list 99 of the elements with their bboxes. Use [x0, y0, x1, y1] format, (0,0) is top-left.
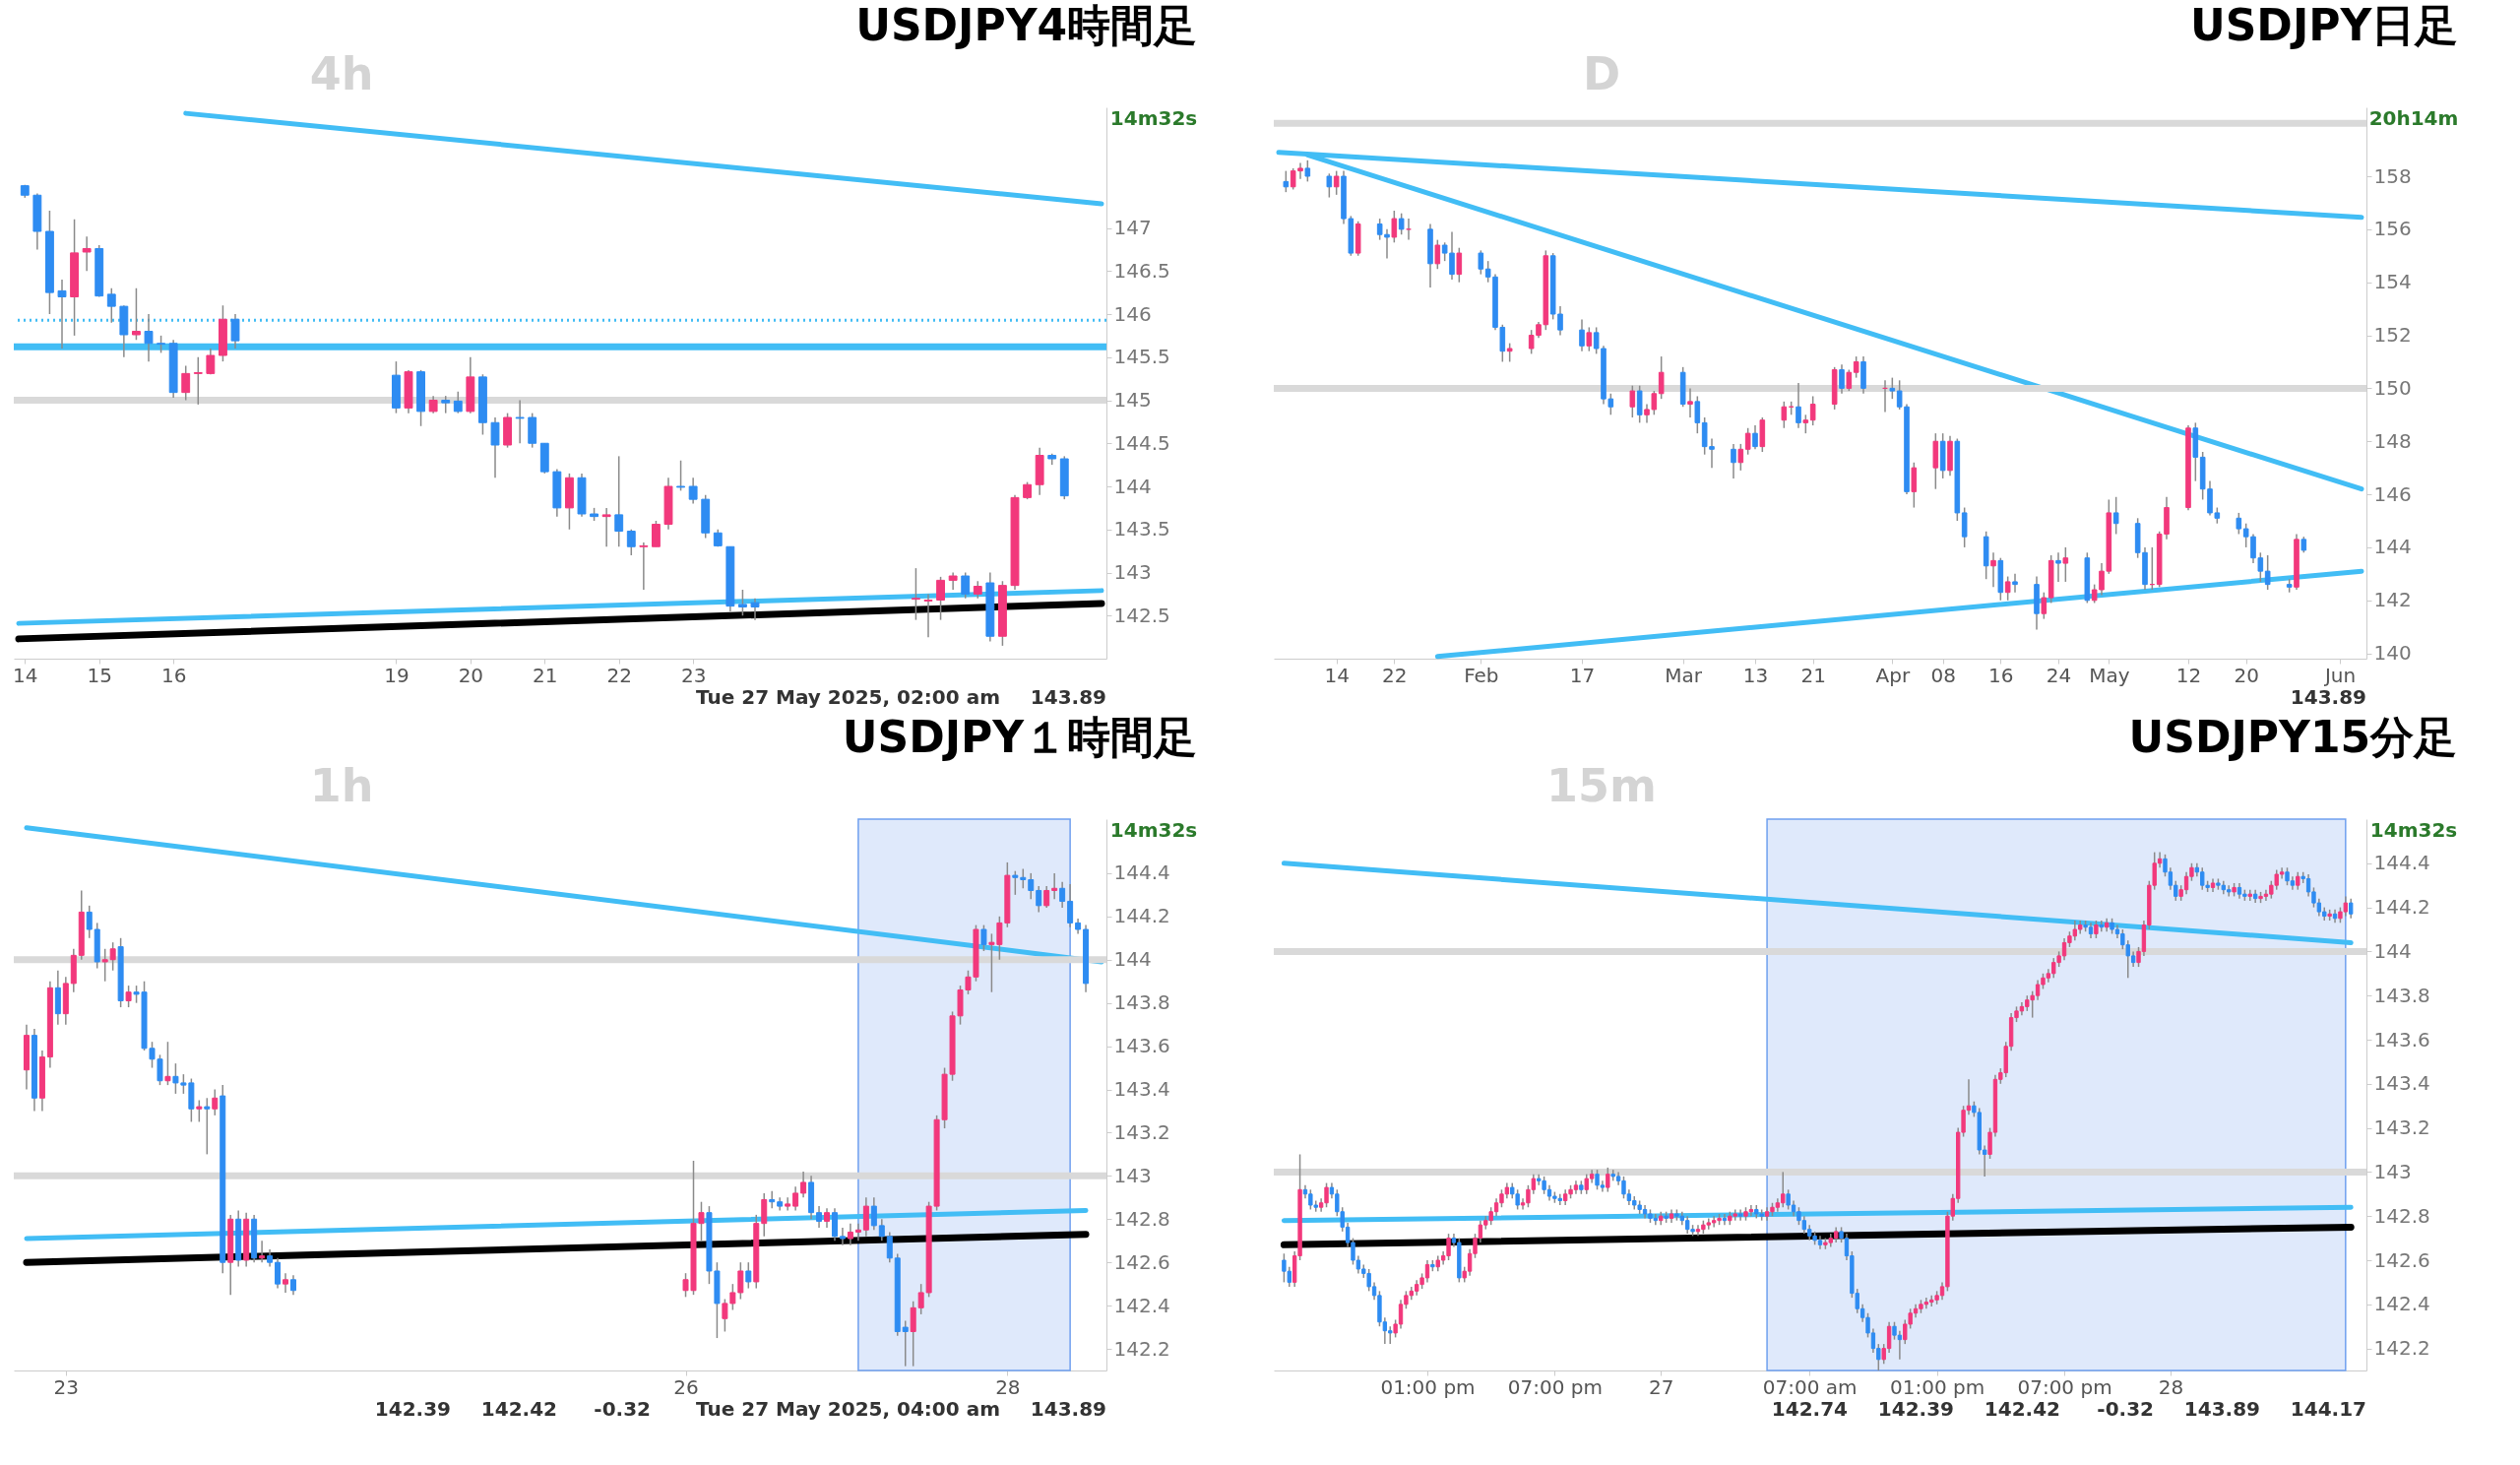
- y-tick-label: 143: [2373, 1159, 2412, 1183]
- x-tick-label: 01:00 pm: [1380, 1374, 1476, 1399]
- text: 14m32s: [1109, 106, 1198, 130]
- text: 142.39: [1877, 1397, 1954, 1421]
- x-tick-label: 24: [2046, 663, 2072, 687]
- x-tick-label: Feb: [1464, 663, 1499, 687]
- x-tick-label: 27: [1649, 1374, 1674, 1399]
- x-tick-label: 01:00 pm: [1890, 1374, 1985, 1399]
- y-tick-label: 142.6: [2373, 1247, 2430, 1272]
- y-tick-label: 152: [2373, 323, 2412, 348]
- y-tick-label: 154: [2373, 270, 2412, 294]
- x-tick-label: Mar: [1665, 663, 1703, 687]
- y-tick-label: 144: [2373, 938, 2412, 963]
- x-tick-label: 07:00 pm: [2017, 1374, 2112, 1399]
- y-tick-label: 148: [2373, 428, 2412, 453]
- text: -0.32: [594, 1397, 651, 1421]
- y-tick-label: 144: [2373, 535, 2412, 559]
- y-tick-label: 142: [2373, 588, 2412, 612]
- x-tick-label: 28: [995, 1374, 1021, 1399]
- y-tick-label: 142.6: [1113, 1249, 1170, 1274]
- text: 142.42: [480, 1397, 557, 1421]
- x-tick-label: May: [2089, 663, 2130, 687]
- y-tick-label: 142.8: [2373, 1203, 2430, 1228]
- x-tick-label: 17: [1569, 663, 1596, 687]
- text: 14m32s: [1109, 818, 1198, 842]
- x-tick-label: 26: [673, 1374, 699, 1399]
- y-tick-label: 140: [2373, 641, 2412, 666]
- y-tick-label: 144: [1113, 947, 1152, 972]
- chart-title: USDJPY15分足: [2128, 712, 2458, 762]
- y-tick-label: 143.8: [1113, 990, 1170, 1015]
- x-tick-label: 19: [384, 663, 410, 687]
- text: 142.42: [1984, 1397, 2060, 1421]
- y-tick-label: 150: [2373, 375, 2412, 400]
- y-tick-label: 142.2: [1113, 1336, 1170, 1361]
- y-tick-label: 143.5: [1113, 517, 1170, 541]
- x-tick-label: 22: [1382, 663, 1408, 687]
- x-tick-label: 20: [458, 663, 484, 687]
- y-tick-label: 143.4: [2373, 1071, 2430, 1096]
- x-tick-label: 08: [1930, 663, 1956, 687]
- chart-title: USDJPY4時間足: [855, 0, 1198, 50]
- y-tick-label: 142.4: [1113, 1293, 1170, 1317]
- y-tick-label: 145.5: [1113, 345, 1170, 369]
- y-tick-label: 143.6: [1113, 1034, 1170, 1058]
- x-tick-label: Jun: [2322, 663, 2357, 687]
- x-tick-label: 16: [160, 663, 187, 687]
- y-tick-label: 143.8: [2373, 983, 2430, 1007]
- y-tick-label: 144.4: [1113, 860, 1170, 885]
- text: 142.74: [1771, 1397, 1848, 1421]
- x-tick-label: 12: [2175, 663, 2202, 687]
- x-tick-label: 23: [680, 663, 707, 687]
- x-tick-label: 07:00 pm: [1507, 1374, 1603, 1399]
- x-tick-label: 14: [13, 663, 38, 687]
- text: 143.89: [2183, 1397, 2260, 1421]
- y-tick-label: 142.2: [2373, 1336, 2430, 1361]
- x-tick-label: 20: [2234, 663, 2259, 687]
- y-tick-label: 156: [2373, 217, 2412, 241]
- y-tick-label: 143.4: [1113, 1077, 1170, 1102]
- x-tick-label: 28: [2158, 1374, 2184, 1399]
- text: 14m32s: [2369, 818, 2458, 842]
- chart-title: USDJPY日足: [2189, 0, 2459, 50]
- x-tick-label: 22: [606, 663, 632, 687]
- y-tick-label: 144.5: [1113, 430, 1170, 455]
- x-tick-label: 07:00 am: [1762, 1374, 1858, 1399]
- x-tick-label: 15: [87, 663, 112, 687]
- x-tick-label: 21: [1800, 663, 1826, 687]
- x-tick-label: 21: [533, 663, 558, 687]
- text: 143.89: [2290, 685, 2366, 709]
- text: 144.17: [2290, 1397, 2366, 1421]
- text: 142.39: [374, 1397, 451, 1421]
- text: 143.89: [1030, 685, 1106, 709]
- chart-title: USDJPY１時間足: [842, 712, 1198, 762]
- x-tick-label: 23: [53, 1374, 80, 1399]
- y-tick-label: 142.8: [1113, 1206, 1170, 1231]
- y-tick-label: 146: [2373, 481, 2412, 506]
- y-tick-label: 145: [1113, 388, 1152, 412]
- y-tick-label: 143.2: [1113, 1119, 1170, 1144]
- text: Tue 27 May 2025, 02:00 am: [696, 685, 1000, 709]
- y-tick-label: 158: [2373, 163, 2412, 188]
- y-tick-label: 144.2: [1113, 904, 1170, 928]
- text: 143.89: [1030, 1397, 1106, 1421]
- y-tick-label: 143: [1113, 560, 1152, 584]
- text: 20h14m: [2368, 106, 2459, 130]
- y-tick-label: 143.2: [2373, 1115, 2430, 1140]
- y-tick-label: 146.5: [1113, 258, 1170, 283]
- x-tick-label: 13: [1742, 663, 1769, 687]
- x-tick-label: 14: [1324, 663, 1350, 687]
- y-tick-label: 144: [1113, 474, 1152, 498]
- y-tick-label: 144.4: [2373, 851, 2430, 875]
- text: Tue 27 May 2025, 04:00 am: [696, 1397, 1000, 1421]
- text: -0.32: [2097, 1397, 2154, 1421]
- y-tick-label: 142.4: [2373, 1292, 2430, 1316]
- y-tick-label: 146: [1113, 301, 1152, 326]
- x-tick-label: 16: [1988, 663, 2014, 687]
- y-tick-label: 143: [1113, 1163, 1152, 1187]
- y-tick-label: 143.6: [2373, 1027, 2430, 1051]
- y-tick-label: 147: [1113, 216, 1152, 239]
- y-tick-label: 144.2: [2373, 895, 2430, 920]
- y-tick-label: 142.5: [1113, 603, 1170, 627]
- x-tick-label: Apr: [1875, 663, 1911, 687]
